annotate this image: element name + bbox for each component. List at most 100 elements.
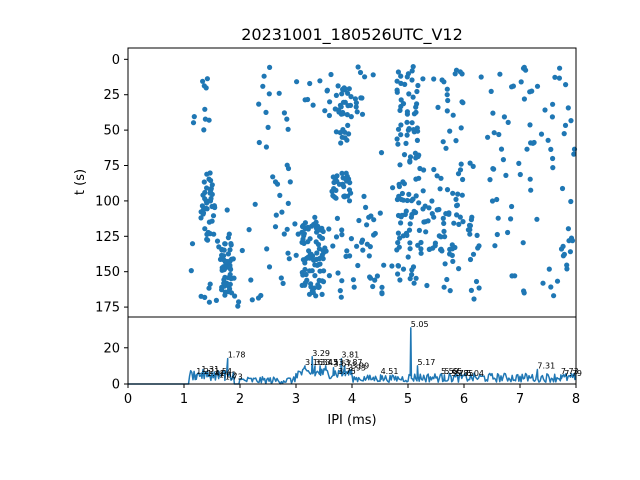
raster-point [311,257,317,263]
raster-point [327,99,333,105]
raster-point [450,258,456,264]
chart-title: 20231001_180526UTC_V12 [241,25,463,45]
raster-point [222,281,228,287]
raster-point [207,281,213,287]
raster-point [366,214,372,220]
raster-point [227,247,233,253]
raster-point [565,105,571,111]
raster-point [468,287,474,293]
raster-point [395,230,401,236]
raster-point [189,241,196,247]
y-tick-label: 0 [112,53,120,68]
peak-label: 5.59 [441,367,459,376]
raster-point [249,297,255,303]
raster-point [495,215,501,221]
raster-point [306,291,313,297]
raster-point [569,238,576,244]
peak-label: 3.29 [312,349,330,358]
raster-point [377,210,383,216]
raster-point [280,280,286,286]
raster-point [444,86,450,92]
raster-point [407,246,413,252]
raster-point [228,241,234,247]
raster-point [413,104,419,110]
raster-point [300,236,306,242]
raster-point [276,90,282,96]
raster-point [497,71,503,77]
raster-point [494,231,500,238]
raster-point [366,253,372,259]
raster-point [564,262,570,268]
raster-point [256,139,262,146]
raster-point [467,256,474,263]
raster-point [404,74,410,80]
raster-point [224,207,230,213]
raster-point [548,146,554,152]
raster-point [416,200,422,206]
raster-point [518,79,524,85]
raster-point [334,215,340,221]
raster-point [490,110,496,116]
y-tick-label: 75 [103,159,120,174]
raster-point [465,227,471,233]
raster-point [347,102,354,108]
raster-point [205,237,211,243]
raster-point [466,222,473,228]
raster-point [505,119,511,125]
raster-point [467,231,473,237]
raster-point [534,216,540,222]
raster-point [206,299,212,305]
raster-point [416,175,422,181]
raster-point [527,176,533,182]
raster-point [299,223,306,230]
peak-label: 1.62 [219,371,237,380]
raster-point [267,64,273,70]
raster-point [333,195,339,201]
raster-point [333,177,339,183]
raster-point [200,211,206,217]
peak-label: 3.53 [326,358,344,367]
raster-point [224,258,230,265]
raster-point [379,291,385,297]
raster-point [394,136,400,142]
raster-point [342,176,349,182]
raster-point [364,222,370,228]
x-tick-label: 7 [516,392,524,407]
raster-point [270,174,276,180]
raster-point [434,173,440,179]
raster-point [406,191,412,197]
raster-point [485,134,491,140]
raster-point [311,285,317,291]
raster-point [487,177,493,183]
x-tick-label: 6 [460,392,468,407]
raster-point [404,119,410,125]
raster-point [342,193,348,199]
raster-point [476,285,482,291]
raster-point [339,170,345,176]
raster-point [489,198,496,204]
raster-point [431,166,437,173]
raster-point [505,229,511,236]
raster-point [329,188,335,194]
raster-point [456,221,462,227]
raster-point [409,77,415,83]
peak-label: 1.54 [214,367,232,376]
raster-point [420,188,426,194]
x-tick-label: 2 [236,392,244,407]
raster-y-axis-label: t (s) [73,169,88,195]
peak-label: 7.79 [564,369,582,378]
raster-point [302,257,308,263]
raster-point [334,173,340,179]
raster-point [216,244,222,250]
raster-point [312,214,318,220]
raster-point [302,97,308,103]
raster-point [523,67,529,73]
raster-point [420,76,426,82]
raster-point [281,231,287,237]
raster-point [436,206,442,213]
raster-point [354,243,360,249]
raster-point [202,226,208,232]
raster-point [441,220,447,226]
raster-point [565,226,572,232]
raster-point [540,280,546,286]
